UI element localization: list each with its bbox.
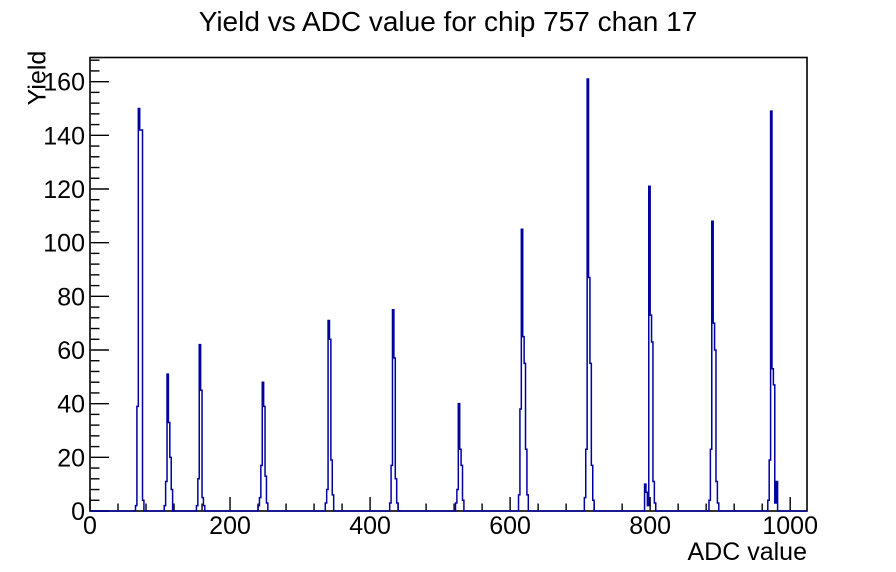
y-tick-label: 140: [43, 122, 85, 150]
y-tick-label: 0: [71, 498, 85, 526]
x-tick-label: 400: [349, 512, 391, 540]
x-tick-label: 200: [209, 512, 251, 540]
y-tick-label: 40: [57, 391, 85, 419]
y-tick-label: 100: [43, 230, 85, 258]
histogram-line: [90, 78, 807, 512]
x-tick-label: 0: [83, 512, 97, 540]
x-axis-title: ADC value: [687, 538, 808, 566]
y-tick-label: 80: [57, 283, 85, 311]
plot-frame: [89, 56, 808, 512]
x-tick-label: 1000: [762, 512, 818, 540]
x-tick-label: 600: [489, 512, 531, 540]
y-tick-label: 120: [43, 176, 85, 204]
y-tick-label: 20: [57, 444, 85, 472]
chart-title: Yield vs ADC value for chip 757 chan 17: [198, 6, 698, 37]
y-tick-label: 160: [43, 69, 85, 97]
y-tick-label: 60: [57, 337, 85, 365]
x-tick-label: 800: [629, 512, 671, 540]
